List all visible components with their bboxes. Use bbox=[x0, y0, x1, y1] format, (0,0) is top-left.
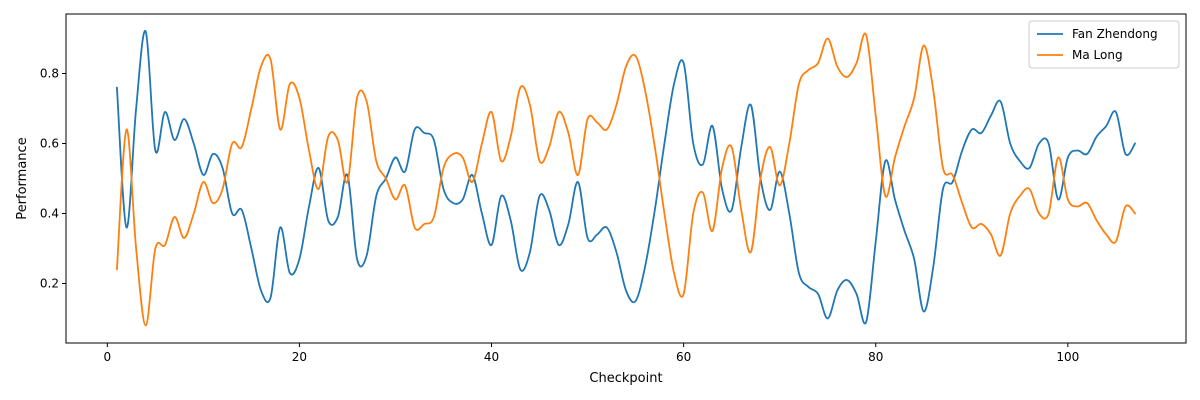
x-axis-label: Checkpoint bbox=[589, 371, 662, 386]
series-line-1 bbox=[116, 32, 1136, 327]
legend-box bbox=[1028, 20, 1180, 69]
series-layer bbox=[116, 30, 1136, 327]
y-tick-label: 0.8 bbox=[40, 67, 59, 81]
axes-frame bbox=[65, 13, 1187, 344]
x-tick-label: 0 bbox=[103, 350, 111, 364]
y-tick-label: 0.4 bbox=[40, 207, 59, 221]
y-tick-label: 0.6 bbox=[40, 137, 59, 151]
x-tick-label: 20 bbox=[292, 350, 307, 364]
x-tick-label: 80 bbox=[868, 350, 883, 364]
series-line-0 bbox=[116, 30, 1136, 325]
y-axis-label: Performance bbox=[15, 137, 30, 219]
y-axis-ticks: 0.2 0.4 0.6 0.8 bbox=[40, 67, 66, 291]
legend-label: Fan Zhendong bbox=[1072, 27, 1158, 41]
legend-label: Ma Long bbox=[1072, 48, 1123, 62]
y-tick-label: 0.2 bbox=[40, 277, 59, 291]
x-tick-label: 60 bbox=[676, 350, 691, 364]
x-tick-label: 100 bbox=[1056, 350, 1079, 364]
legend: Fan Zhendong Ma Long bbox=[1028, 20, 1180, 69]
x-tick-label: 40 bbox=[484, 350, 499, 364]
x-axis-ticks: 0 20 40 60 80 100 bbox=[103, 343, 1079, 364]
plot-border bbox=[65, 13, 1187, 344]
